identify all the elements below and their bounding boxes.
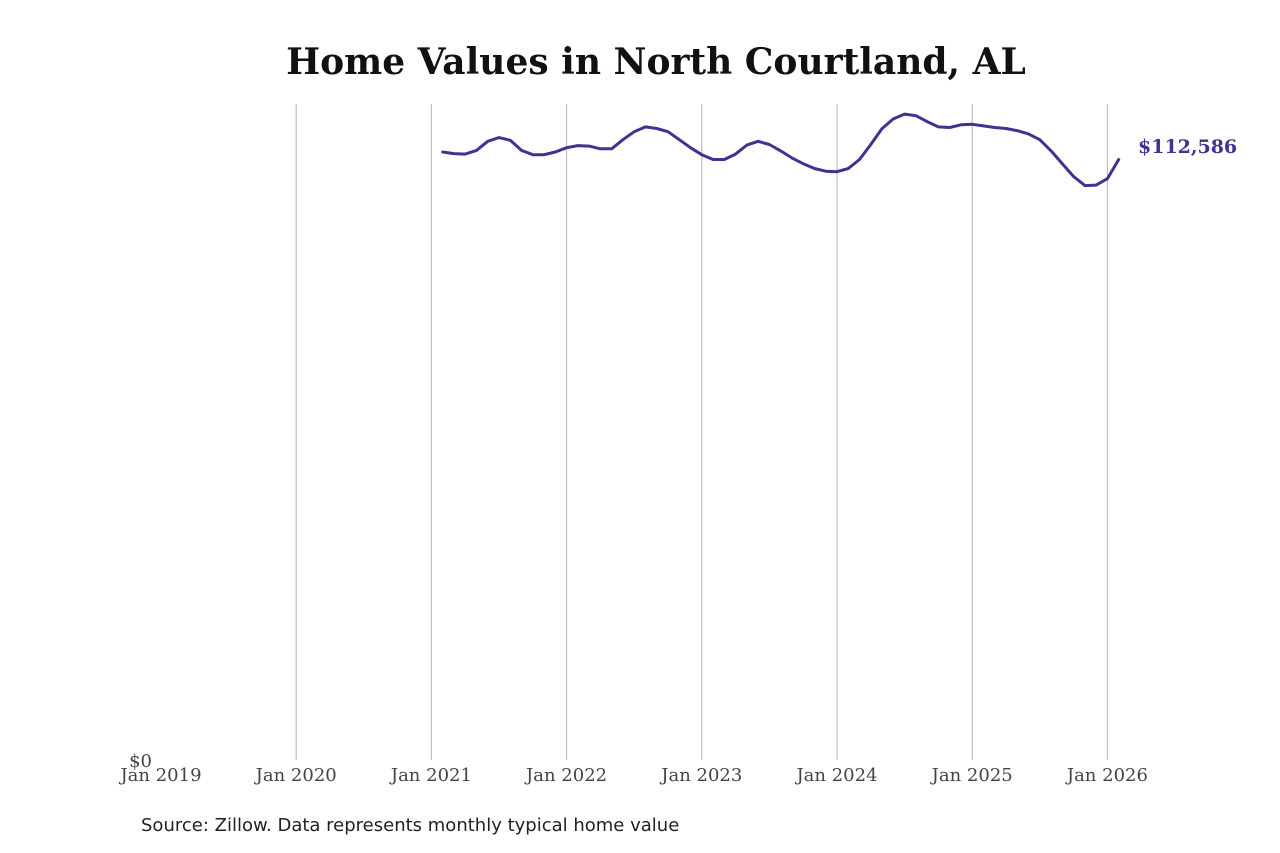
x-axis-tick-labels: Jan 2019 Jan 2020 Jan 2021 Jan 2022 Jan 2023… bbox=[118, 765, 1147, 786]
x-tick-label: Jan 2022 bbox=[524, 765, 607, 786]
vertical-gridlines bbox=[295, 104, 1108, 760]
series-line-0 bbox=[441, 112, 1121, 188]
y-tick-label: $0 bbox=[129, 751, 152, 772]
x-tick-label: Jan 2024 bbox=[794, 765, 877, 786]
end-value-label: $112,586 bbox=[1138, 136, 1237, 158]
y-axis-tick-labels: $0 bbox=[129, 751, 152, 772]
x-tick-label: Jan 2023 bbox=[659, 765, 742, 786]
x-tick-label: Jan 2021 bbox=[389, 765, 472, 786]
series-lines bbox=[441, 112, 1121, 188]
chart-title: Home Values in North Courtland, AL bbox=[286, 41, 1026, 83]
x-tick-label: Jan 2019 bbox=[118, 765, 201, 786]
x-tick-label: Jan 2020 bbox=[254, 765, 337, 786]
x-tick-label: Jan 2025 bbox=[930, 765, 1013, 786]
x-tick-label: Jan 2026 bbox=[1065, 765, 1148, 786]
source-note: Source: Zillow. Data represents monthly … bbox=[141, 815, 680, 836]
